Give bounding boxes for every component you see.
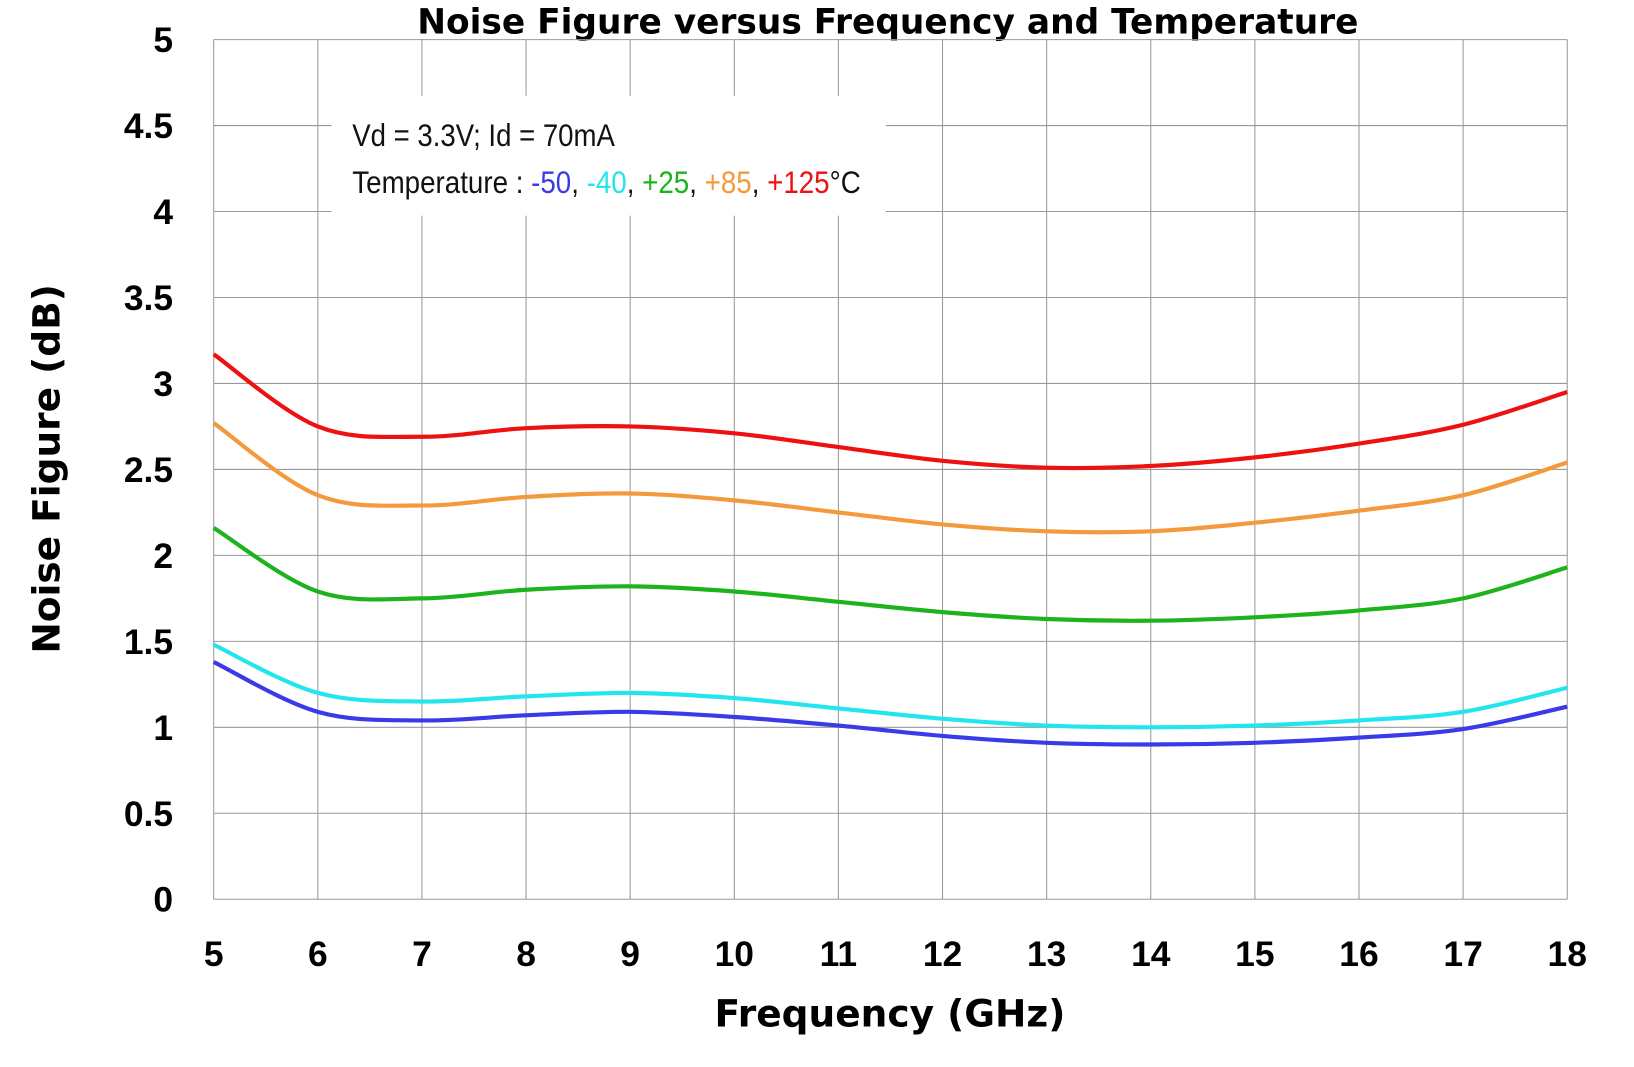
- x-tick-label: 7: [412, 934, 432, 974]
- x-tick-label: 10: [715, 934, 754, 974]
- temp-label-m40: -40: [587, 165, 627, 200]
- y-tick-label: 0: [153, 880, 173, 920]
- y-tick-label: 3.5: [124, 278, 173, 318]
- y-tick-label: 4.5: [124, 106, 173, 146]
- series-line-+125: [212, 352, 1568, 471]
- series-line--50: [212, 660, 1568, 747]
- y-tick-label: 0.5: [124, 794, 173, 834]
- x-tick-label: 18: [1548, 934, 1587, 974]
- x-tick-label: 11: [820, 934, 857, 974]
- x-tick-label: 13: [1027, 934, 1066, 974]
- y-tick-label: 4: [153, 192, 173, 232]
- temp-label-p25: +25: [642, 165, 689, 200]
- x-tick-label: 12: [923, 934, 962, 974]
- y-tick-label: 2: [153, 536, 173, 576]
- y-tick-label: 3: [153, 364, 173, 404]
- temperature-prefix: Temperature :: [352, 165, 531, 200]
- x-tick-label: 5: [204, 934, 224, 974]
- temp-label-p85: +85: [705, 165, 752, 200]
- y-axis-ticks: 0 0.5 1 1.5 2 2.5 3 3.5 4 4.5 5: [124, 20, 174, 920]
- y-tick-label: 1: [153, 708, 173, 748]
- y-tick-label: 5: [153, 20, 173, 60]
- x-tick-label: 17: [1443, 934, 1482, 974]
- temp-label-p125: +125: [767, 165, 829, 200]
- chart-title: Noise Figure versus Frequency and Temper…: [417, 2, 1358, 42]
- x-tick-label: 14: [1131, 934, 1171, 974]
- y-tick-label: 2.5: [124, 450, 173, 490]
- x-axis-label: Frequency (GHz): [715, 991, 1066, 1035]
- annotation-conditions: Vd = 3.3V; Id = 70mA: [352, 118, 615, 153]
- x-tick-label: 15: [1235, 934, 1274, 974]
- series-line-+25: [212, 526, 1568, 623]
- x-tick-label: 8: [516, 934, 536, 974]
- y-tick-label: 1.5: [124, 622, 173, 662]
- annotation-temperatures: Temperature : -50, -40, +25, +85, +125°C: [352, 165, 860, 200]
- temp-unit: °C: [830, 165, 861, 200]
- x-tick-label: 9: [620, 934, 640, 974]
- x-axis-ticks: 5 6 7 8 9 10 11 12 13 14 15 16 17 18: [204, 934, 1587, 974]
- series-line-+85: [212, 421, 1568, 535]
- temp-label-m50: -50: [531, 165, 571, 200]
- x-tick-label: 16: [1339, 934, 1378, 974]
- x-tick-label: 6: [308, 934, 328, 974]
- series-line--40: [212, 642, 1568, 730]
- y-axis-label: Noise Figure (dB): [24, 284, 68, 654]
- series-lines: [212, 352, 1568, 747]
- annotation-box: [331, 95, 886, 216]
